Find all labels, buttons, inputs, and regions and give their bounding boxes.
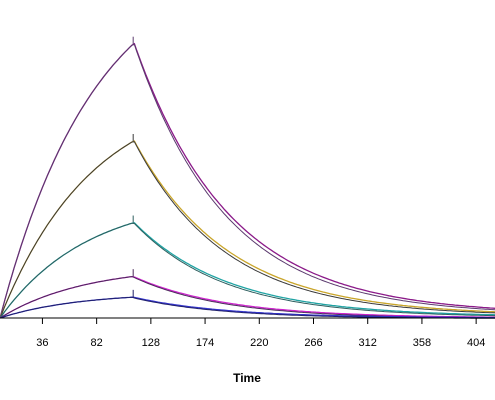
series-2-trace (0, 140, 495, 319)
series-2-fit (0, 141, 495, 319)
series-3-fit (0, 222, 495, 319)
x-tick-label: 82 (91, 337, 103, 349)
x-tick-label: 220 (250, 337, 268, 349)
series-1-trace (0, 42, 495, 319)
x-tick-label: 312 (359, 337, 377, 349)
series-1-fit (0, 43, 495, 319)
x-tick-label: 36 (36, 337, 48, 349)
curves-group (0, 36, 495, 319)
x-axis-title: Time (233, 371, 261, 385)
x-axis-ticks: 36 82 128 174 220 266 312 358 404 (36, 318, 485, 349)
x-tick-label: 128 (142, 337, 160, 349)
x-tick-label: 174 (196, 337, 214, 349)
x-tick-label: 358 (413, 337, 431, 349)
x-tick-label: 266 (304, 337, 322, 349)
x-tick-label: 404 (467, 337, 485, 349)
